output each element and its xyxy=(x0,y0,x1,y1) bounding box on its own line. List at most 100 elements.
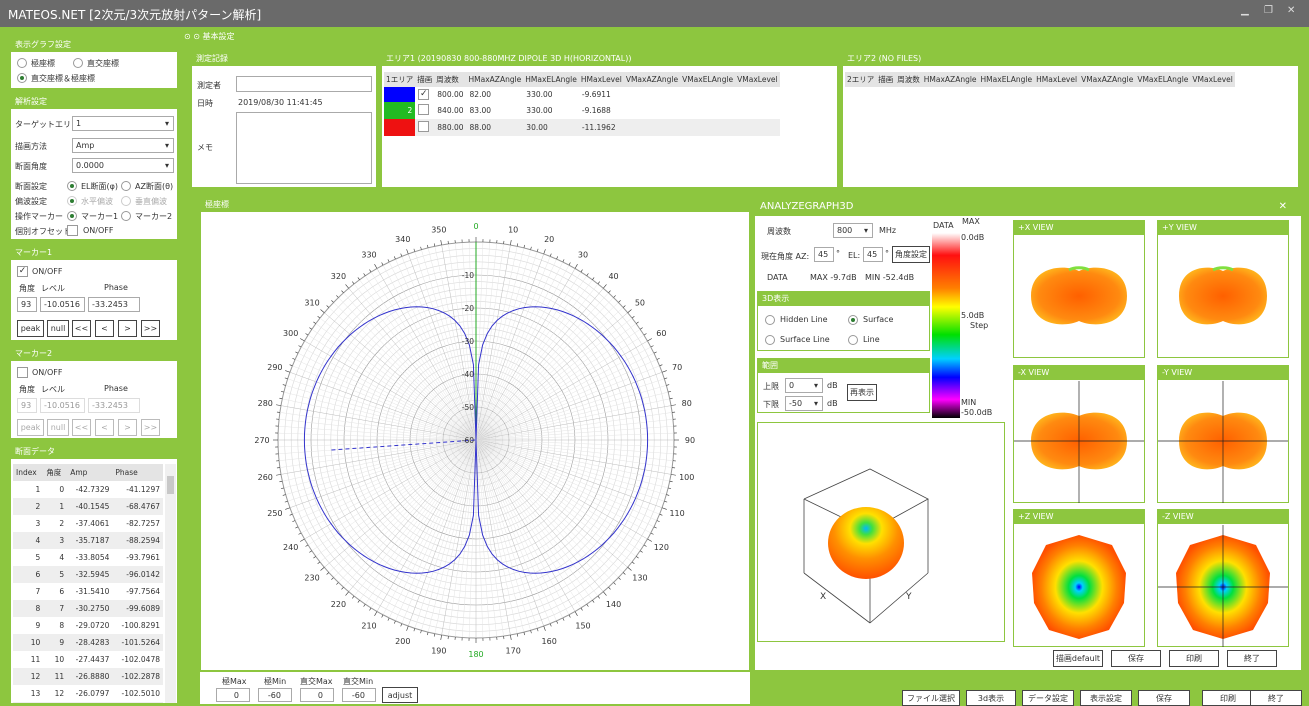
upper-limit-select[interactable]: 0 xyxy=(785,378,823,393)
column-header[interactable]: VMaxAZAngle xyxy=(624,72,680,87)
column-header[interactable]: 2エリア xyxy=(845,72,876,87)
marker1-peak-button[interactable]: peak xyxy=(17,320,44,337)
radio-marker1[interactable] xyxy=(67,211,77,221)
radio-vertical-pol[interactable] xyxy=(121,196,131,206)
column-header[interactable]: VMaxLevel xyxy=(1190,72,1234,87)
view-panel[interactable]: +X VIEW xyxy=(1013,220,1145,358)
radio-marker2[interactable] xyxy=(121,211,131,221)
ortho-min-input[interactable]: -60 xyxy=(342,688,376,702)
draw-method-select[interactable]: Amp xyxy=(72,138,174,153)
redisplay-button[interactable]: 再表示 xyxy=(847,384,877,401)
column-header[interactable]: 周波数 xyxy=(895,72,922,87)
print-3d-button[interactable]: 印刷 xyxy=(1169,650,1219,667)
column-header[interactable]: HMaxELAngle xyxy=(979,72,1035,87)
marker2-onoff-checkbox[interactable] xyxy=(17,367,28,378)
draw-default-button[interactable]: 描画default xyxy=(1053,650,1103,667)
draw-checkbox-cell[interactable]: ✓ xyxy=(415,87,434,102)
basic-settings-toggle[interactable]: ⊙ ⊙ 基本設定 xyxy=(184,31,235,42)
az-input[interactable]: 45 xyxy=(814,247,834,262)
view-panel[interactable]: -X VIEW xyxy=(1013,365,1145,503)
column-header[interactable]: Amp xyxy=(67,464,112,481)
el-input[interactable]: 45 xyxy=(863,247,883,262)
view-panel[interactable]: -Z VIEW xyxy=(1157,509,1289,647)
marker1-prev-button[interactable]: < xyxy=(95,320,114,337)
marker1-next-button[interactable]: > xyxy=(118,320,137,337)
column-header[interactable]: HMaxELAngle xyxy=(523,72,579,87)
section-angle-select[interactable]: 0.0000 xyxy=(72,158,174,173)
main-3d-view[interactable]: X Y xyxy=(757,422,1005,642)
column-header[interactable]: 描画 xyxy=(415,72,434,87)
column-header[interactable]: 描画 xyxy=(876,72,895,87)
adjust-button[interactable]: adjust xyxy=(382,687,418,703)
column-header[interactable]: HMaxAZAngle xyxy=(922,72,979,87)
radio-el-section[interactable] xyxy=(67,181,77,191)
radio-both[interactable] xyxy=(17,73,27,83)
polar-min-input[interactable]: -60 xyxy=(258,688,292,702)
minimize-icon[interactable]: ▁ xyxy=(1241,5,1249,16)
column-header[interactable]: VMaxAZAngle xyxy=(1079,72,1135,87)
radio-surface[interactable] xyxy=(848,315,858,325)
restore-icon[interactable]: ❐ xyxy=(1264,5,1273,16)
marker2-last-button[interactable]: >> xyxy=(141,419,160,436)
marker2-prev-button[interactable]: < xyxy=(95,419,114,436)
marker1-phase[interactable]: -33.2453 xyxy=(88,297,140,312)
series-color-cell[interactable] xyxy=(384,119,415,136)
marker2-first-button[interactable]: << xyxy=(72,419,91,436)
radio-surface-line[interactable] xyxy=(765,335,775,345)
series-color-cell[interactable] xyxy=(384,87,415,102)
marker2-next-button[interactable]: > xyxy=(118,419,137,436)
close-icon[interactable]: ✕ xyxy=(1279,198,1287,216)
ortho-max-input[interactable]: 0 xyxy=(300,688,334,702)
series-color-cell[interactable]: 2 xyxy=(384,102,415,119)
freq-select[interactable]: 800 xyxy=(833,223,873,238)
marker1-null-button[interactable]: null xyxy=(47,320,69,337)
view-panel[interactable]: +Z VIEW xyxy=(1013,509,1145,647)
section-data-scrollbar[interactable] xyxy=(165,464,176,704)
scrollbar-thumb[interactable] xyxy=(167,476,174,494)
marker1-onoff-checkbox[interactable]: ✓ xyxy=(17,266,28,277)
column-header[interactable]: VMaxELAngle xyxy=(680,72,735,87)
draw-checkbox-cell[interactable] xyxy=(415,102,434,119)
column-header[interactable]: Index xyxy=(13,464,43,481)
column-header[interactable]: VMaxLevel xyxy=(735,72,779,87)
column-header[interactable]: Phase xyxy=(112,464,163,481)
column-header[interactable]: HMaxLevel xyxy=(579,72,624,87)
view-panel[interactable]: -Y VIEW xyxy=(1157,365,1289,503)
offset-checkbox[interactable] xyxy=(67,225,78,236)
radio-hidden-line[interactable] xyxy=(765,315,775,325)
column-header[interactable]: 角度 xyxy=(43,464,67,481)
draw-checkbox-cell[interactable] xyxy=(415,119,434,136)
marker2-phase[interactable]: -33.2453 xyxy=(88,398,140,413)
column-header[interactable]: HMaxAZAngle xyxy=(467,72,524,87)
save-3d-button[interactable]: 保存 xyxy=(1111,650,1161,667)
radio-line[interactable] xyxy=(848,335,858,345)
close-icon[interactable]: ✕ xyxy=(1287,5,1295,16)
radio-polar[interactable] xyxy=(17,58,27,68)
column-header[interactable]: 1エリア xyxy=(384,72,415,87)
polar-max-input[interactable]: 0 xyxy=(216,688,250,702)
lower-limit-select[interactable]: -50 xyxy=(785,396,823,411)
radio-horizontal-pol[interactable] xyxy=(67,196,77,206)
column-header[interactable]: HMaxLevel xyxy=(1034,72,1079,87)
marker1-angle[interactable]: 93 xyxy=(17,297,37,312)
view-panel[interactable]: +Y VIEW xyxy=(1157,220,1289,358)
radio-orthogonal[interactable] xyxy=(73,58,83,68)
column-header[interactable]: 周波数 xyxy=(434,72,466,87)
column-header[interactable]: VMaxELAngle xyxy=(1135,72,1190,87)
target-area-select[interactable]: 1 xyxy=(72,116,174,131)
close-3d-button[interactable]: 終了 xyxy=(1227,650,1277,667)
angle-set-button[interactable]: 角度設定 xyxy=(892,246,930,263)
marker1-first-button[interactable]: << xyxy=(72,320,91,337)
draw-checkbox[interactable] xyxy=(418,121,429,132)
